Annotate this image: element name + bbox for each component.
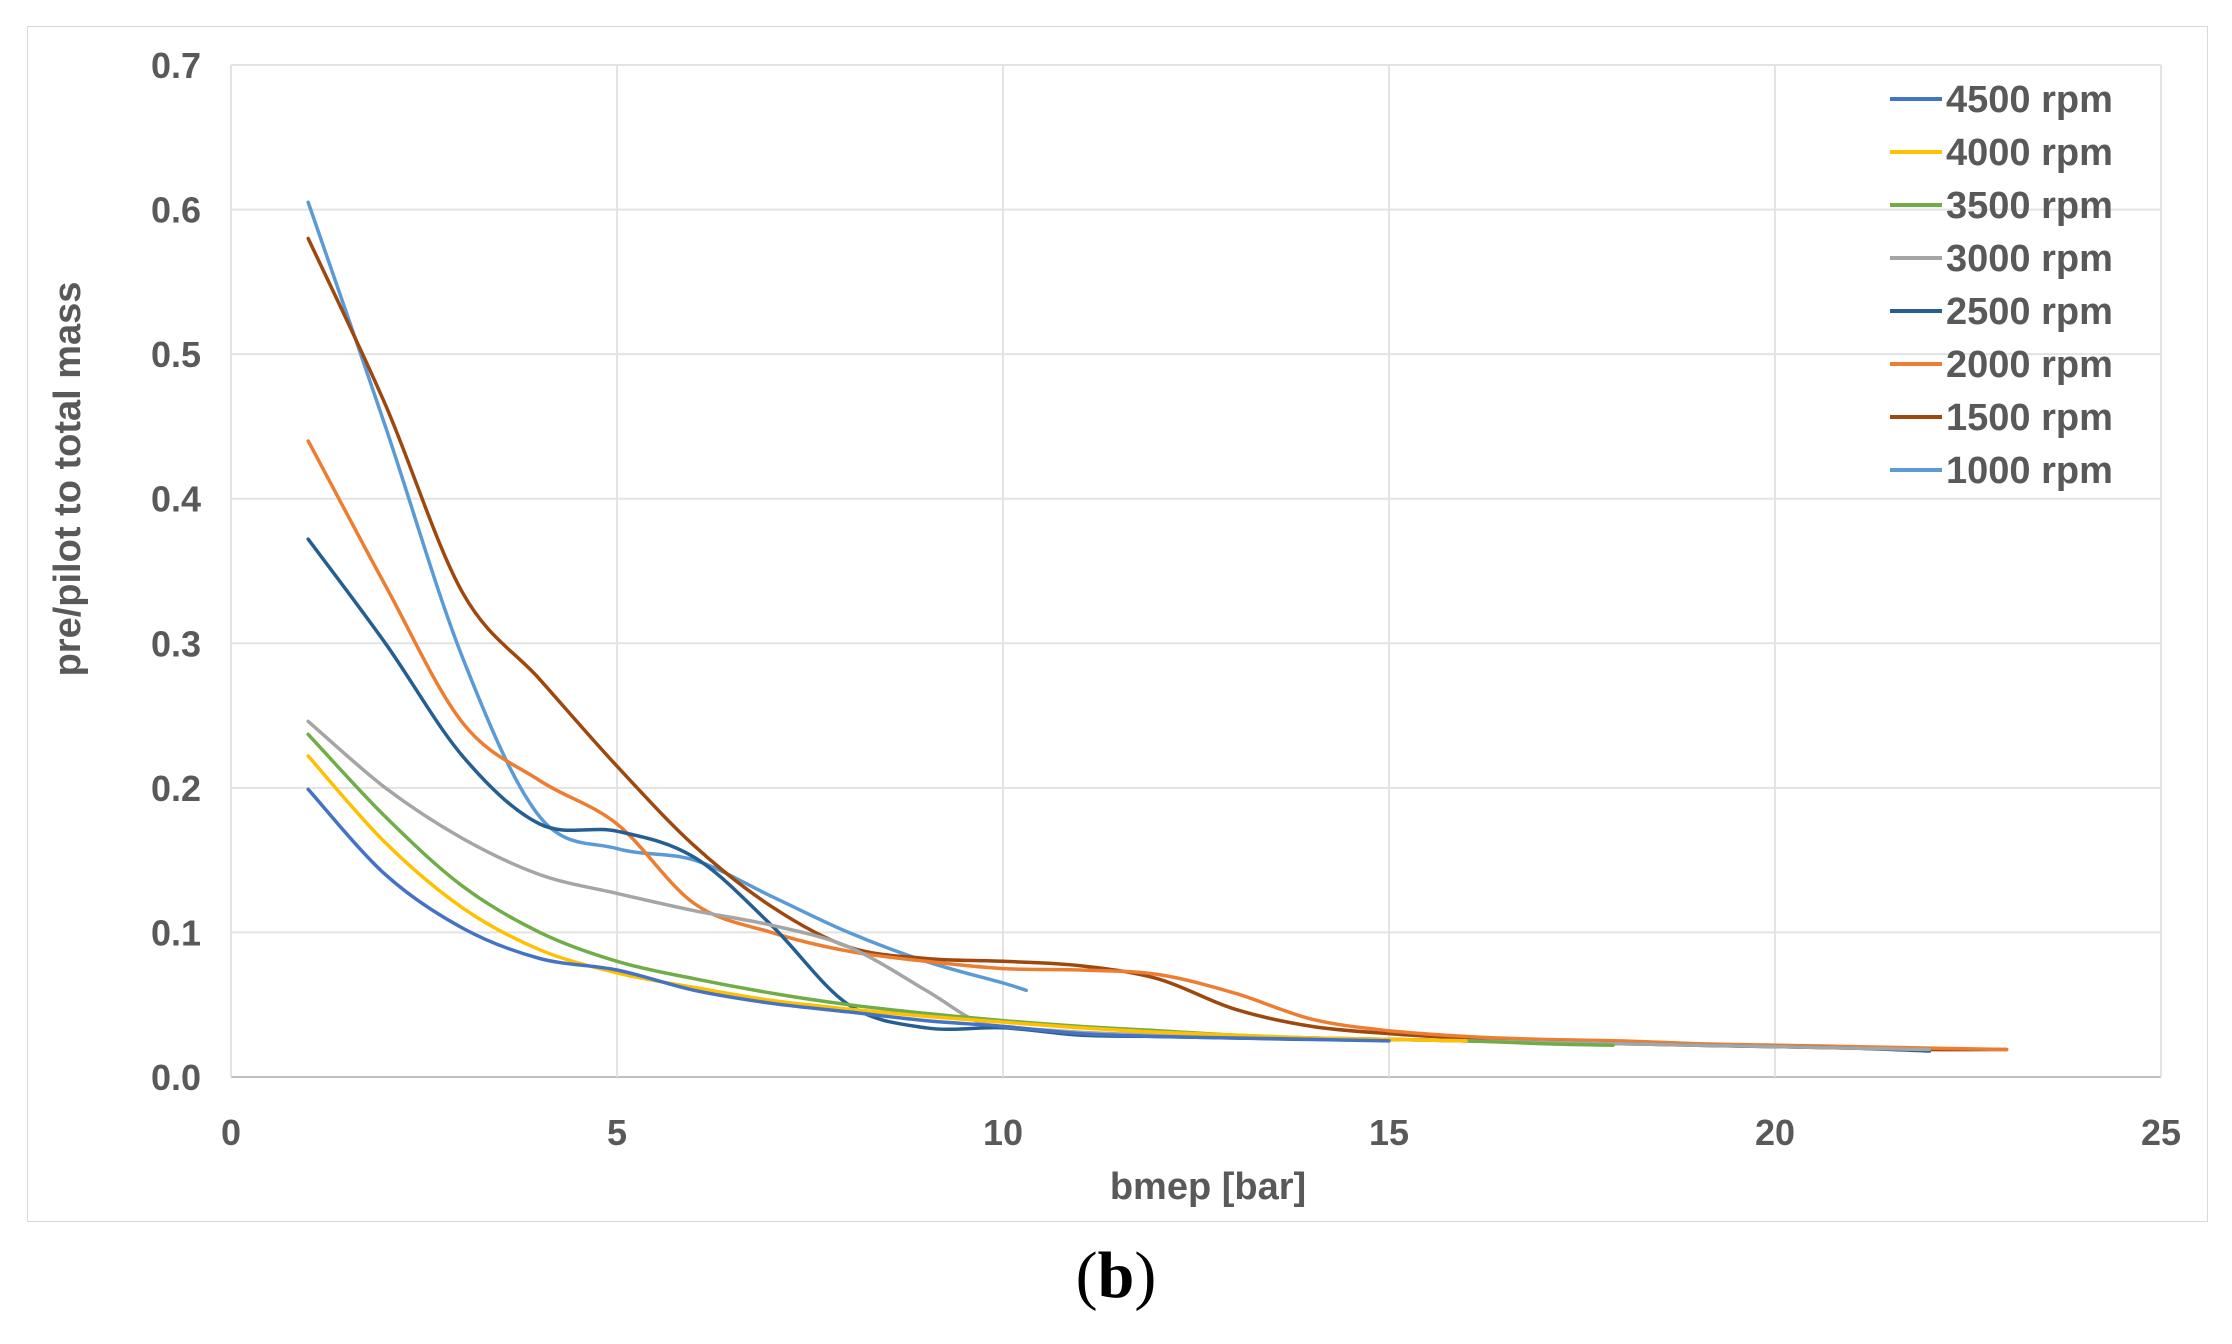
y-tick-label: 0.4	[151, 479, 201, 520]
x-tick-label: 10	[983, 1112, 1023, 1153]
legend-label-1000-rpm: 1000 rpm	[1946, 450, 2113, 492]
series-line-3000-rpm	[306, 719, 1932, 1052]
y-tick-label: 0.7	[151, 45, 201, 86]
y-tick-label: 0.2	[151, 768, 201, 809]
series-line-4000-rpm	[306, 754, 1468, 1043]
x-tick-label: 5	[607, 1112, 627, 1153]
x-tick-label: 20	[1755, 1112, 1795, 1153]
legend-label-2500-rpm: 2500 rpm	[1946, 291, 2113, 333]
x-tick-label: 15	[1369, 1112, 1409, 1153]
y-tick-label: 0.5	[151, 334, 201, 375]
gridlines	[230, 64, 2162, 1078]
caption-close-paren: )	[1134, 1239, 1157, 1312]
chart-frame: 0.0 0.1 0.2 0.3 0.4 0.5 0.6 0.7 0 5 10 15 20 25 4500 …	[27, 26, 2208, 1222]
legend: 4500 rpm 4000 rpm 3500 rpm 3000 rpm 2500 rpm…	[1890, 79, 2113, 492]
x-tick-label: 0	[221, 1112, 241, 1153]
y-tick-label: 0.3	[151, 623, 201, 664]
legend-label-4500-rpm: 4500 rpm	[1946, 79, 2113, 121]
y-axis-title: pre/pilot to total mass	[47, 282, 89, 677]
legend-label-3000-rpm: 3000 rpm	[1946, 238, 2113, 280]
series-line-4500-rpm	[306, 787, 1391, 1043]
axes: 0.0 0.1 0.2 0.3 0.4 0.5 0.6 0.7 0 5 10 15 20 25	[151, 45, 2181, 1153]
y-tick-label: 0.0	[151, 1057, 201, 1098]
legend-label-3500-rpm: 3500 rpm	[1946, 185, 2113, 227]
x-axis-title: bmep [bar]	[1110, 1166, 1306, 1208]
line-chart: 0.0 0.1 0.2 0.3 0.4 0.5 0.6 0.7 0 5 10 15 20 25 4500 …	[47, 45, 2181, 1208]
y-tick-label: 0.1	[151, 912, 201, 953]
legend-label-1500-rpm: 1500 rpm	[1946, 397, 2113, 439]
y-tick-label: 0.6	[151, 190, 201, 231]
series-line-3500-rpm	[306, 732, 1615, 1047]
legend-label-2000-rpm: 2000 rpm	[1946, 344, 2113, 386]
series-lines	[306, 200, 2009, 1053]
caption-open-paren: (	[1075, 1239, 1098, 1312]
x-tick-label: 25	[2141, 1112, 2181, 1153]
caption-letter: b	[1097, 1239, 1135, 1312]
series-line-2500-rpm	[306, 537, 1932, 1053]
legend-label-4000-rpm: 4000 rpm	[1946, 132, 2113, 174]
figure-caption: (b)	[0, 1238, 2232, 1314]
